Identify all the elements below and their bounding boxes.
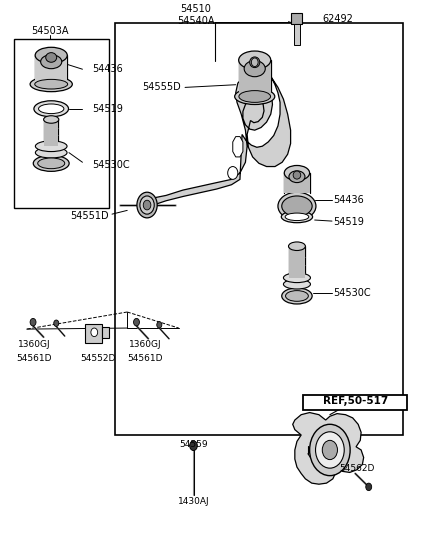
- Bar: [116, 23, 402, 435]
- Text: 1360GJ: 1360GJ: [129, 339, 161, 349]
- Ellipse shape: [35, 80, 68, 89]
- Bar: [35, 53, 67, 84]
- Ellipse shape: [44, 116, 59, 123]
- Circle shape: [30, 318, 36, 326]
- Ellipse shape: [283, 273, 310, 282]
- Text: 1360GJ: 1360GJ: [18, 339, 51, 349]
- Ellipse shape: [140, 196, 154, 214]
- Circle shape: [54, 320, 59, 327]
- Text: 62492: 62492: [322, 14, 353, 24]
- Text: 54530C: 54530C: [92, 160, 130, 170]
- Ellipse shape: [35, 47, 67, 63]
- Ellipse shape: [38, 158, 65, 169]
- Text: 54551D: 54551D: [71, 211, 109, 221]
- Polygon shape: [144, 76, 291, 211]
- Ellipse shape: [281, 211, 312, 223]
- Circle shape: [315, 432, 344, 468]
- Ellipse shape: [289, 171, 305, 182]
- Text: 54561D: 54561D: [17, 354, 52, 363]
- Ellipse shape: [34, 101, 68, 117]
- Circle shape: [91, 328, 98, 337]
- Text: 54559: 54559: [179, 440, 208, 449]
- Polygon shape: [293, 413, 364, 484]
- Ellipse shape: [289, 242, 306, 251]
- Bar: [289, 246, 305, 278]
- Bar: [102, 327, 110, 338]
- Ellipse shape: [239, 51, 271, 69]
- Bar: [303, 395, 407, 410]
- Ellipse shape: [46, 53, 57, 62]
- Ellipse shape: [137, 192, 157, 218]
- Text: 54530C: 54530C: [333, 288, 371, 298]
- Circle shape: [157, 322, 162, 328]
- Ellipse shape: [284, 166, 309, 180]
- Circle shape: [251, 58, 258, 67]
- Polygon shape: [233, 137, 243, 157]
- Ellipse shape: [249, 57, 260, 68]
- Ellipse shape: [293, 171, 301, 179]
- Bar: [45, 118, 58, 146]
- Text: 54519: 54519: [333, 217, 364, 227]
- Ellipse shape: [286, 291, 309, 301]
- Ellipse shape: [278, 192, 316, 220]
- Circle shape: [309, 424, 350, 476]
- Text: 54552D: 54552D: [80, 354, 115, 363]
- Ellipse shape: [33, 155, 69, 172]
- Text: 54503A: 54503A: [31, 26, 69, 36]
- Text: 54510
54540A: 54510 54540A: [177, 4, 214, 26]
- Bar: [292, 12, 303, 24]
- Ellipse shape: [239, 90, 271, 102]
- Ellipse shape: [143, 200, 151, 210]
- Circle shape: [322, 440, 337, 459]
- Ellipse shape: [244, 61, 265, 77]
- Ellipse shape: [282, 288, 312, 304]
- Text: REF,50-517: REF,50-517: [323, 397, 389, 406]
- Ellipse shape: [41, 55, 62, 69]
- Ellipse shape: [39, 104, 64, 114]
- Bar: [239, 60, 271, 96]
- Circle shape: [190, 441, 197, 450]
- Ellipse shape: [282, 196, 312, 216]
- Ellipse shape: [30, 77, 72, 91]
- Ellipse shape: [235, 88, 275, 104]
- Circle shape: [228, 167, 238, 179]
- Circle shape: [133, 318, 139, 326]
- Text: 1430AJ: 1430AJ: [178, 497, 209, 506]
- Bar: [85, 324, 102, 343]
- Ellipse shape: [285, 213, 309, 221]
- Ellipse shape: [35, 147, 67, 158]
- Ellipse shape: [283, 279, 310, 289]
- Text: 54519: 54519: [92, 104, 123, 114]
- Bar: [294, 24, 300, 45]
- Bar: [14, 39, 109, 208]
- Text: 54436: 54436: [92, 63, 123, 74]
- Ellipse shape: [35, 141, 67, 152]
- Text: 54561D: 54561D: [127, 354, 163, 363]
- Text: 54436: 54436: [333, 195, 363, 204]
- Circle shape: [366, 483, 372, 491]
- Text: 54562D: 54562D: [339, 464, 374, 473]
- Text: 54555D: 54555D: [142, 82, 181, 93]
- Bar: [284, 172, 309, 193]
